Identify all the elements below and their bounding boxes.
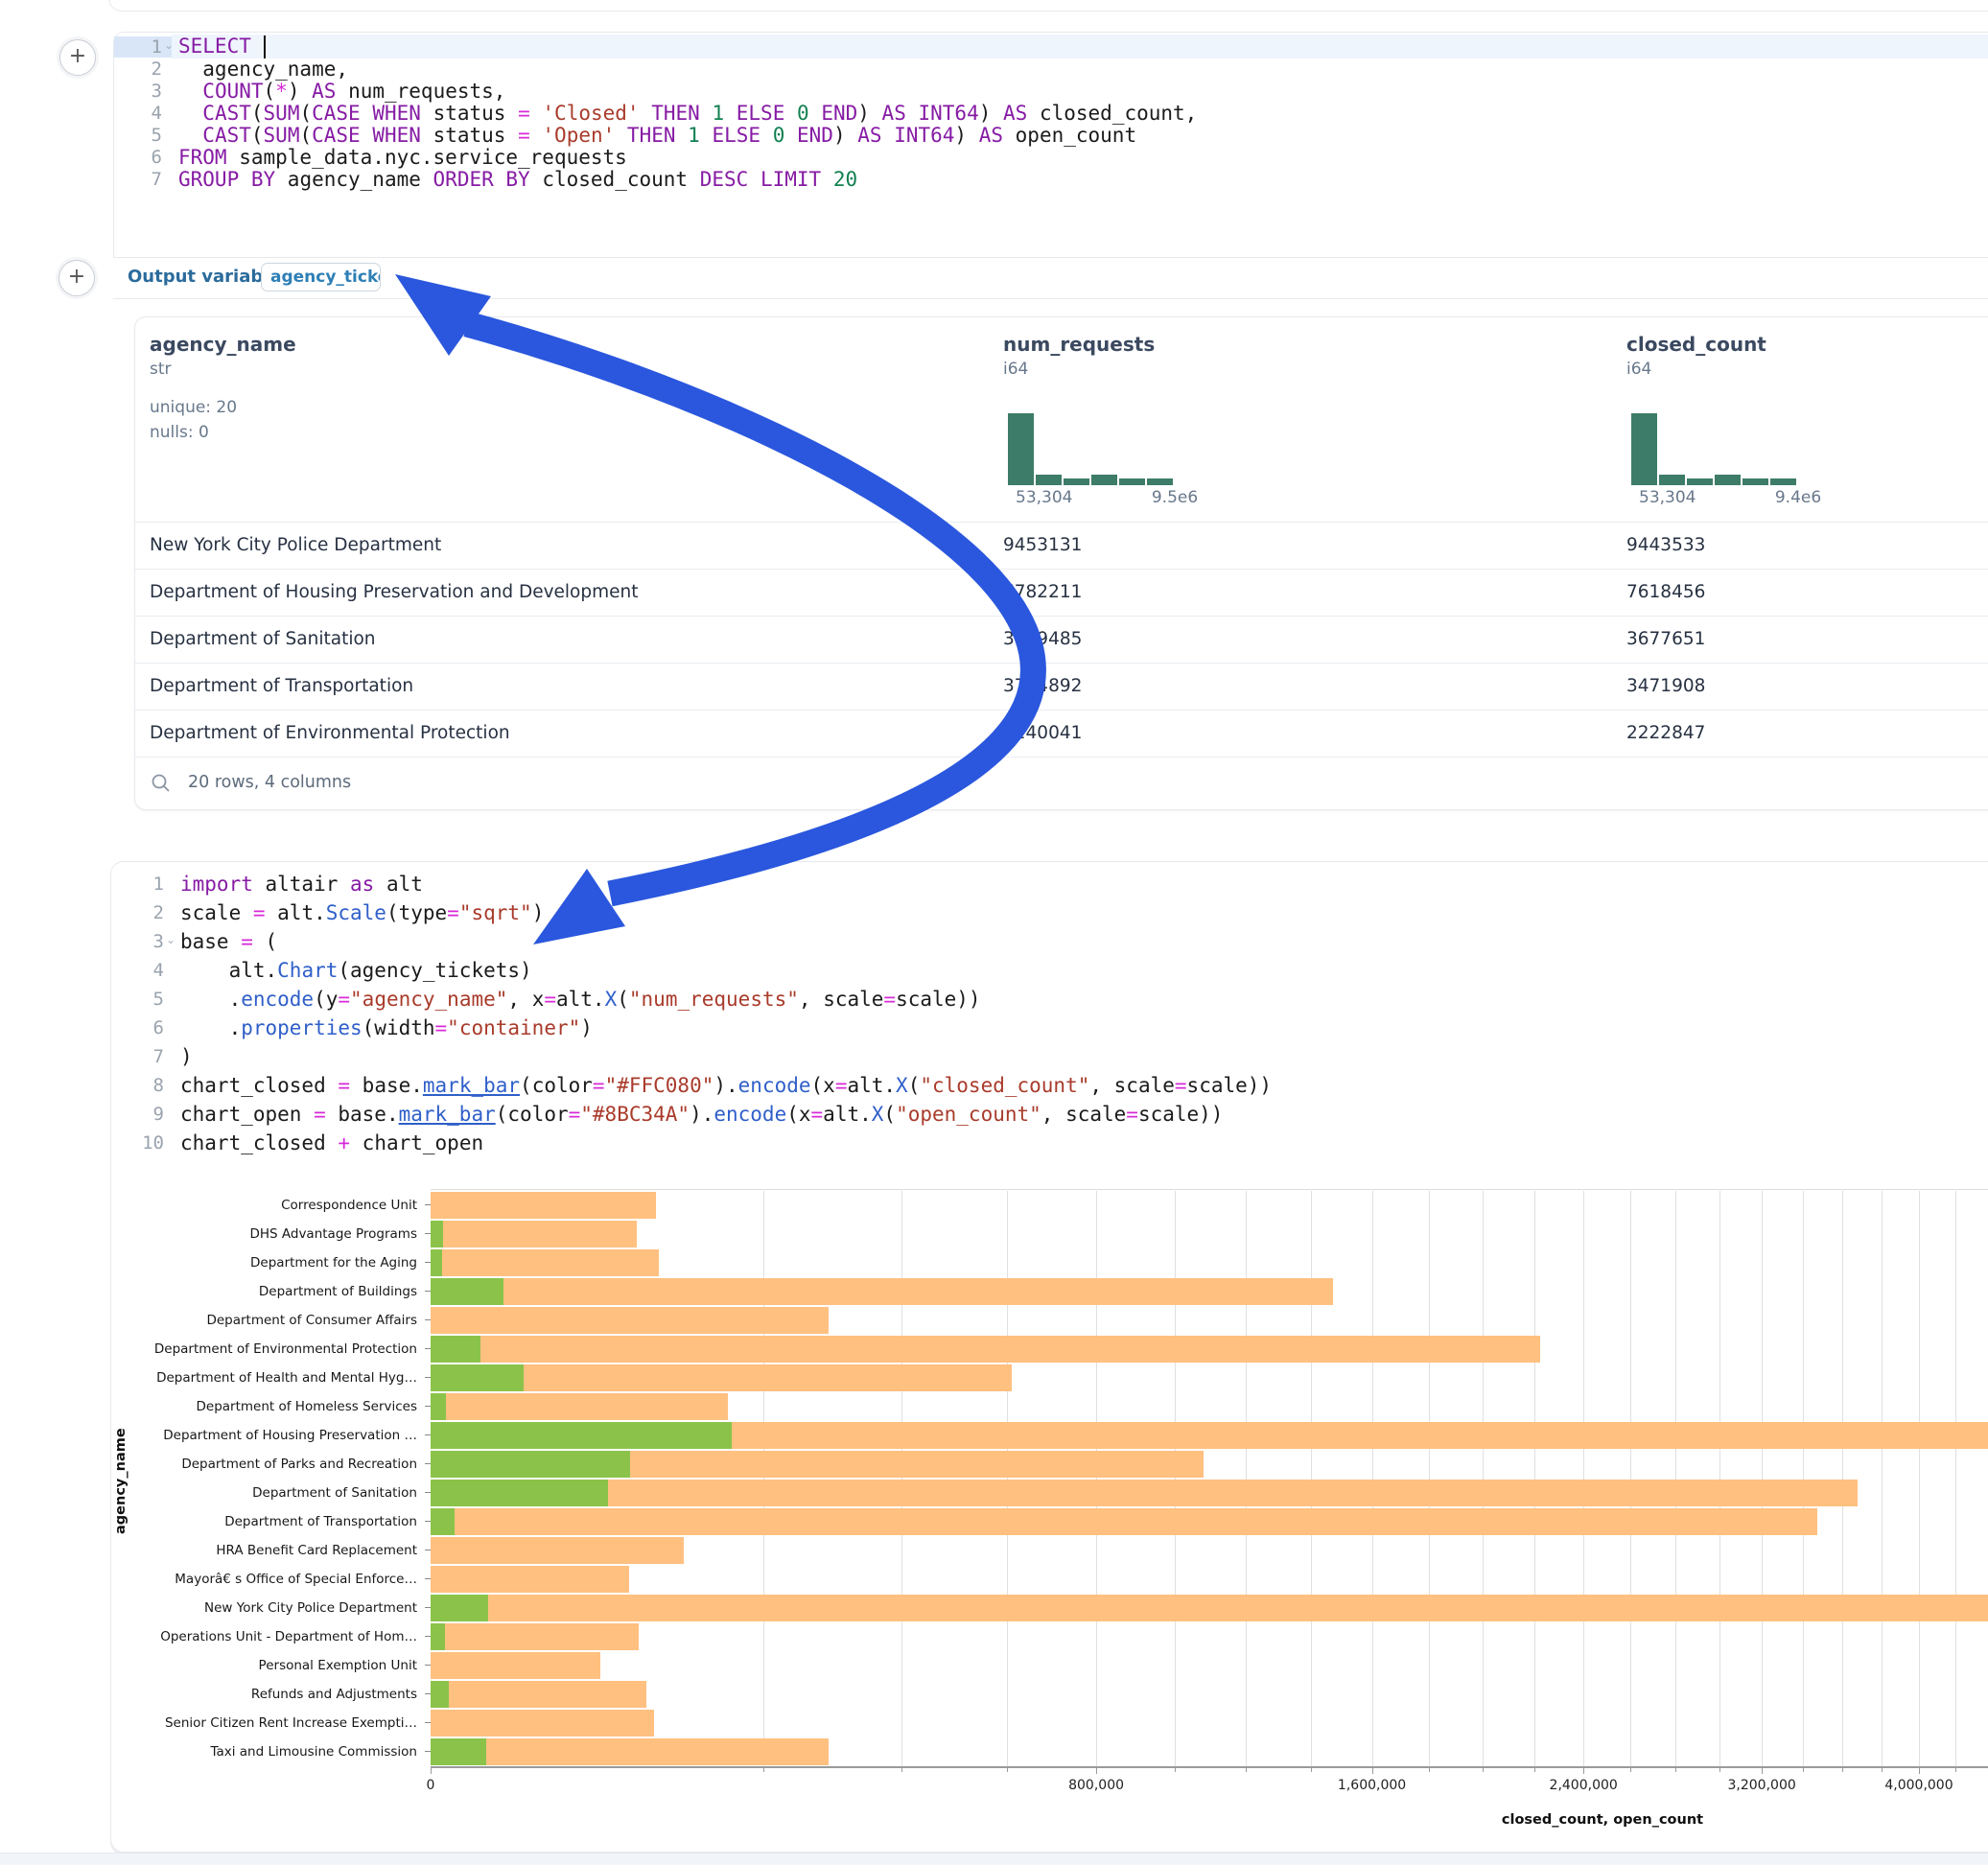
closed-count-bar <box>431 1192 656 1219</box>
altair-chart: Correspondence UnitDHS Advantage Program… <box>0 1191 1988 1862</box>
closed-count-bar <box>431 1566 629 1593</box>
open-count-bar <box>431 1451 630 1478</box>
y-axis-title: agency_name <box>113 1371 136 1592</box>
y-axis-label: Operations Unit - Department of Hom… <box>0 1622 431 1651</box>
add-cell-button-output[interactable]: + <box>58 260 95 296</box>
closed-count-bar <box>431 1681 646 1708</box>
x-axis-line <box>431 1766 1988 1768</box>
column-name: closed_count <box>1626 333 1766 356</box>
open-count-bar <box>431 1681 449 1708</box>
table-row: Department of Sanitation37494853677651 <box>135 616 1988 664</box>
closed-count-bar <box>431 1249 659 1276</box>
x-axis-tick-label: 1,600,000 <box>1338 1778 1406 1793</box>
chart-plot-area <box>431 1191 1988 1766</box>
y-axis-label: Department of Housing Preservation … <box>0 1421 431 1450</box>
previous-cell-remnant <box>108 0 1988 12</box>
x-axis-tick-label: 3,200,000 <box>1728 1778 1796 1793</box>
histogram-max-label: 9.4e6 <box>1775 488 1821 507</box>
open-count-bar <box>431 1336 480 1363</box>
dataframe-preview: agency_name str unique: 20 nulls: 0 num_… <box>134 316 1988 810</box>
column-header-agency-name: agency_name str unique: 20 nulls: 0 <box>150 317 296 442</box>
open-count-bar <box>431 1221 443 1247</box>
closed-count-bar <box>431 1480 1858 1506</box>
y-axis-label: Department of Transportation <box>0 1507 431 1536</box>
y-axis-label: Correspondence Unit <box>0 1191 431 1220</box>
x-axis-tick-label: 4,000,000 <box>1884 1778 1953 1793</box>
open-count-bar <box>431 1480 608 1506</box>
closed-count-bar <box>431 1393 728 1420</box>
output-variable-bar: Output variable: agency_tickets <box>113 257 1988 299</box>
column-header-num-requests: num_requests i64 <box>1003 317 1155 379</box>
sql-code-editor[interactable]: 1⌄SELECT 2 agency_name,3 COUNT(*) AS num… <box>114 35 1988 190</box>
y-axis-label: New York City Police Department <box>0 1594 431 1622</box>
column-type: i64 <box>1003 360 1155 379</box>
x-axis-tick-label: 0 <box>427 1778 435 1793</box>
num-requests-histogram <box>1008 413 1173 485</box>
column-name: num_requests <box>1003 333 1155 356</box>
closed-count-bar <box>431 1623 639 1650</box>
x-axis-tick-label: 2,400,000 <box>1550 1778 1618 1793</box>
y-axis-label: Department of Parks and Recreation <box>0 1450 431 1479</box>
histogram-max-label: 9.5e6 <box>1152 488 1198 507</box>
next-cell-edge <box>0 1853 1988 1865</box>
y-axis-label: HRA Benefit Card Replacement <box>0 1536 431 1565</box>
open-count-bar <box>431 1508 455 1535</box>
closed-count-bar <box>431 1336 1540 1363</box>
python-code-editor[interactable]: 1import altair as alt2scale = alt.Scale(… <box>116 870 1988 1157</box>
open-count-bar <box>431 1278 503 1305</box>
open-count-bar <box>431 1393 446 1420</box>
table-row: Department of Housing Preservation and D… <box>135 569 1988 617</box>
y-axis-label: DHS Advantage Programs <box>0 1220 431 1248</box>
open-count-bar <box>431 1364 524 1391</box>
open-count-bar <box>431 1738 486 1765</box>
x-axis-title: closed_count, open_count <box>1502 1812 1703 1828</box>
open-count-bar <box>431 1623 445 1650</box>
add-cell-button-top[interactable]: + <box>59 39 96 76</box>
row-count-label: 20 rows, 4 columns <box>188 773 351 792</box>
closed-count-bar <box>431 1307 829 1334</box>
closed-count-bar <box>431 1537 684 1564</box>
y-axis-label: Department of Environmental Protection <box>0 1335 431 1364</box>
closed-count-bar <box>431 1595 1988 1621</box>
closed-count-bar <box>431 1508 1817 1535</box>
column-name: agency_name <box>150 333 296 356</box>
closed-count-bar <box>431 1738 829 1765</box>
plot-top-border <box>431 1189 1988 1190</box>
y-axis-label: Taxi and Limousine Commission <box>0 1737 431 1766</box>
y-axis-label: Senior Citizen Rent Increase Exempti… <box>0 1709 431 1737</box>
closed-count-bar <box>431 1278 1333 1305</box>
open-count-bar <box>431 1595 488 1621</box>
open-count-bar <box>431 1249 442 1276</box>
column-header-closed-count: closed_count i64 <box>1626 317 1766 379</box>
table-row: Department of Environmental Protection22… <box>135 710 1988 758</box>
output-variable-pill[interactable]: agency_tickets <box>261 263 381 291</box>
y-axis-label: Refunds and Adjustments <box>0 1680 431 1709</box>
y-axis-label: Department of Consumer Affairs <box>0 1306 431 1335</box>
closed-count-bar <box>431 1221 637 1247</box>
closed-count-histogram <box>1631 413 1796 485</box>
open-count-bar <box>431 1422 732 1449</box>
table-row: Department of Transportation377489234719… <box>135 663 1988 711</box>
y-axis-label: Department of Buildings <box>0 1277 431 1306</box>
table-footer: 20 rows, 4 columns <box>135 757 1988 809</box>
histogram-min-label: 53,304 <box>1016 488 1072 507</box>
column-type: str <box>150 360 296 379</box>
y-axis-label: Department of Health and Mental Hyg… <box>0 1364 431 1392</box>
y-axis-label: Personal Exemption Unit <box>0 1651 431 1680</box>
x-axis-tick-label: 800,000 <box>1068 1778 1124 1793</box>
histogram-min-label: 53,304 <box>1639 488 1696 507</box>
column-type: i64 <box>1626 360 1766 379</box>
column-stat-nulls: nulls: 0 <box>150 423 296 442</box>
y-axis-label: Department of Sanitation <box>0 1479 431 1507</box>
closed-count-bar <box>431 1652 600 1679</box>
closed-count-bar <box>431 1710 654 1737</box>
y-axis-label: Mayorâ€ s Office of Special Enforce… <box>0 1565 431 1594</box>
column-stat-unique: unique: 20 <box>150 398 296 417</box>
table-row: New York City Police Department945313194… <box>135 522 1988 570</box>
search-icon[interactable] <box>151 773 172 794</box>
y-axis-label: Department for the Aging <box>0 1248 431 1277</box>
y-axis-label: Department of Homeless Services <box>0 1392 431 1421</box>
